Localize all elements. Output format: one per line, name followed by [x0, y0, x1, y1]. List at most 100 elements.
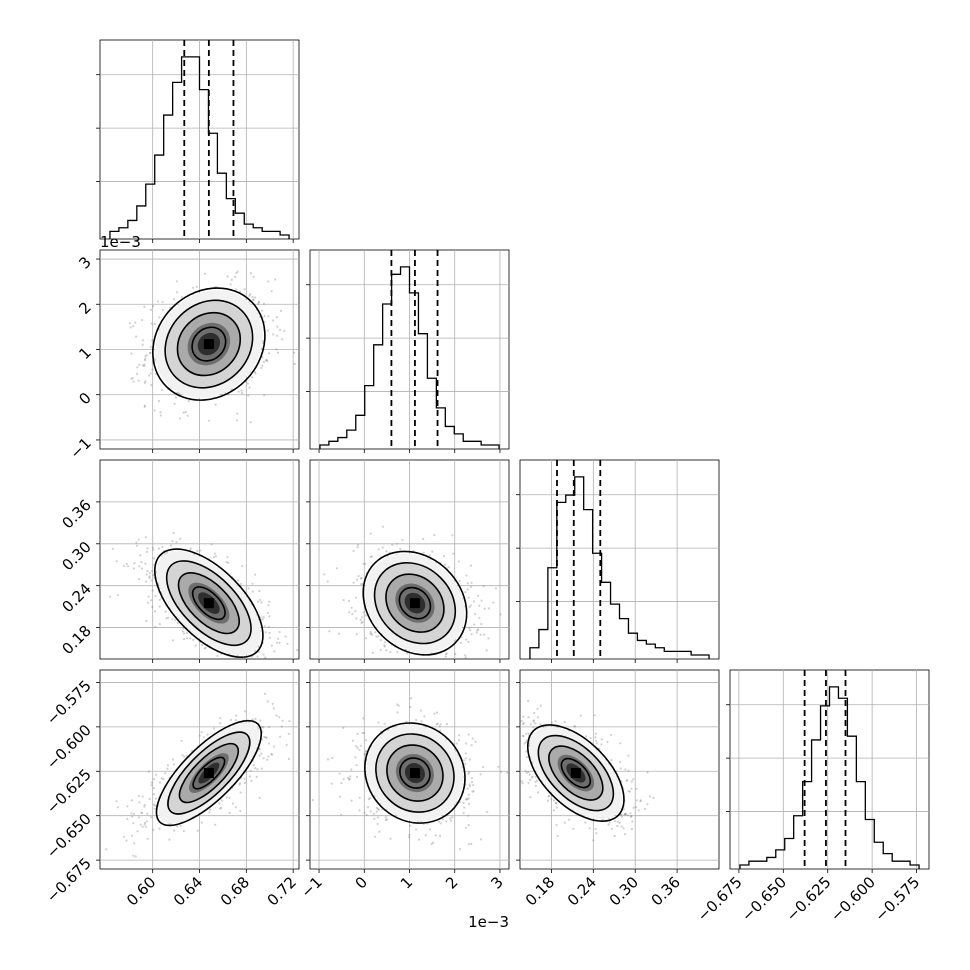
sample-point [209, 808, 212, 811]
sample-point [192, 638, 195, 642]
sample-point [434, 834, 437, 837]
sample-point [149, 308, 153, 311]
sample-point [164, 772, 167, 775]
sample-point [189, 547, 192, 550]
sample-point [260, 767, 263, 770]
sample-point [563, 821, 567, 824]
sample-point [467, 843, 470, 846]
sample-point [109, 595, 112, 598]
sample-point [153, 807, 156, 810]
sample-point [480, 599, 483, 602]
sample-point [379, 648, 382, 652]
sample-point [176, 825, 179, 828]
sample-point [467, 772, 470, 775]
sample-point [497, 765, 500, 768]
sample-point [272, 745, 276, 748]
sample-point [257, 645, 260, 649]
sample-point [534, 722, 537, 725]
sample-point [166, 767, 169, 770]
sample-point [534, 780, 537, 784]
contour-line-2 [176, 311, 242, 377]
sample-point [145, 354, 148, 357]
sample-point [140, 561, 143, 564]
sample-point [469, 629, 472, 632]
sample-point [529, 723, 532, 726]
sample-point [267, 315, 270, 318]
sample-point [150, 384, 153, 387]
sample-point [140, 567, 144, 570]
sample-point [331, 756, 334, 760]
sample-point [472, 790, 475, 793]
sample-point [278, 328, 282, 331]
sample-point [266, 611, 270, 615]
sample-point [372, 812, 375, 816]
sample-point [252, 298, 255, 301]
sample-point [159, 414, 162, 417]
sample-point [383, 641, 386, 644]
sample-point [141, 795, 144, 798]
sample-point [608, 821, 611, 824]
sample-point [629, 812, 632, 815]
sample-point [144, 825, 148, 828]
sample-point [506, 771, 509, 774]
sample-point [115, 800, 118, 803]
contour-line-1 [164, 299, 254, 389]
sample-point [136, 366, 139, 369]
sample-point [116, 806, 119, 809]
sample-point [468, 605, 471, 609]
sample-point [160, 388, 164, 391]
sample-point [270, 753, 273, 756]
sample-point [158, 605, 161, 608]
sample-point [276, 325, 279, 328]
sample-point [135, 541, 138, 544]
sample-point [356, 543, 359, 547]
sample-point [464, 654, 467, 657]
sample-point [376, 822, 379, 826]
sample-point [449, 817, 452, 820]
sample-point [281, 719, 284, 722]
sample-point [182, 411, 185, 414]
sample-point [278, 641, 281, 644]
sample-point [180, 739, 183, 743]
sample-point [218, 802, 221, 805]
sample-point [130, 799, 133, 802]
sample-point [355, 633, 358, 636]
sample-point [467, 793, 470, 796]
sample-point [279, 735, 282, 738]
sample-point [151, 605, 154, 609]
sample-point [464, 591, 467, 594]
sample-point [438, 834, 442, 838]
sample-point [135, 372, 139, 375]
sample-point [444, 563, 447, 566]
sample-point [351, 612, 354, 616]
sample-point [350, 606, 353, 609]
sample-point [182, 632, 186, 635]
sample-point [243, 777, 246, 780]
sample-point [186, 414, 189, 417]
sample-point [451, 816, 454, 819]
sample-point [248, 294, 251, 297]
sample-point [348, 599, 351, 603]
sample-point [326, 580, 329, 583]
sample-point [629, 815, 633, 819]
sample-point [129, 326, 132, 329]
sample-point [128, 322, 131, 325]
sample-point [428, 828, 432, 831]
sample-point [267, 755, 270, 758]
sample-point [185, 632, 189, 635]
sample-point [447, 566, 450, 569]
sample-point [275, 316, 278, 319]
sample-point [464, 742, 468, 745]
sample-point [144, 357, 147, 360]
sample-point [432, 841, 435, 844]
sample-point [487, 637, 490, 640]
sample-point [473, 623, 476, 626]
sample-point [348, 611, 351, 614]
sample-point [459, 847, 462, 851]
sample-point [145, 580, 148, 583]
sample-point [527, 732, 530, 735]
sample-point [594, 732, 597, 735]
sample-point [252, 764, 255, 767]
panel-2-1 [309, 459, 510, 660]
sample-point [572, 827, 575, 830]
